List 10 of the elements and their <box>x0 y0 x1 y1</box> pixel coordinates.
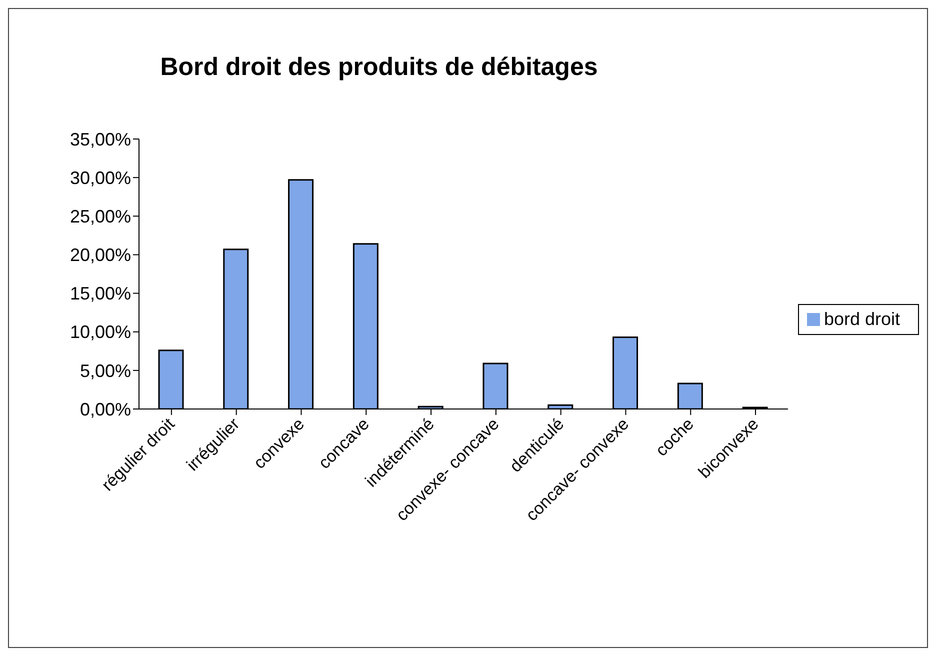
y-tick-label: 0,00% <box>80 399 131 420</box>
y-tick-label: 15,00% <box>70 284 131 304</box>
y-tick-label: 25,00% <box>70 206 131 227</box>
y-tick-label: 30,00% <box>70 168 131 188</box>
y-tick-label: 35,00% <box>70 129 131 150</box>
legend-label: bord droit <box>824 308 900 328</box>
y-tick-label: 10,00% <box>70 322 131 342</box>
chart-title: Bord droit des produits de débitages <box>159 53 599 82</box>
y-tick-label: 5,00% <box>80 360 131 381</box>
y-tick-label: 20,00% <box>70 245 131 266</box>
